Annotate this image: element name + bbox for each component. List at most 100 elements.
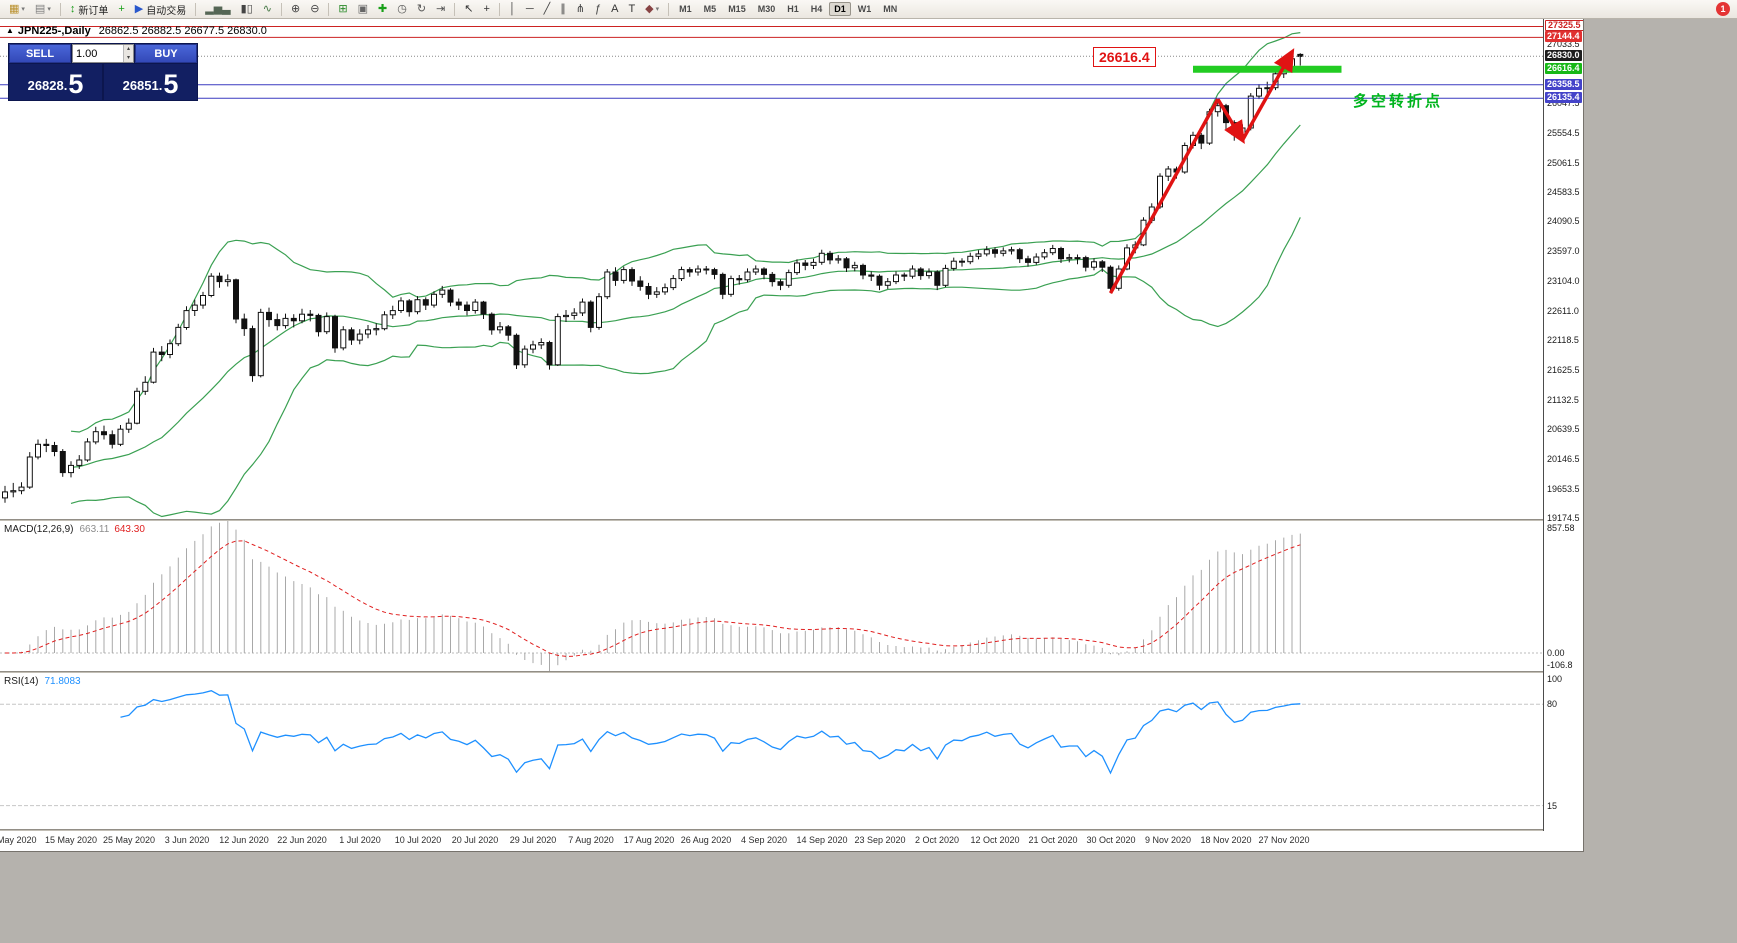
tile-windows-button[interactable]: ⊞	[334, 1, 351, 18]
zoom-out-icon: ⊖	[310, 2, 320, 15]
chart-candles-button[interactable]: ▮▯	[237, 1, 257, 18]
timeframe-D1[interactable]: D1	[829, 2, 851, 16]
arrows-shapes-icon: ◆	[645, 2, 654, 15]
toolbar-separator	[454, 2, 456, 16]
cascade-windows-button[interactable]: ▣	[354, 1, 372, 18]
new-order-icon: ↕	[69, 2, 76, 15]
andrews-pitchfork-button[interactable]: ⋔	[572, 1, 589, 18]
price-axis-label: 20639.5	[1547, 424, 1580, 434]
autotrading-icon: ▶	[134, 2, 144, 15]
new-order-button[interactable]: ↕ 新订单	[66, 1, 113, 18]
volume-increase-button[interactable]: ▴	[124, 45, 133, 54]
price-axis-badge: 27144.4	[1545, 31, 1582, 42]
arrows-shapes-dropdown-icon[interactable]: ▾	[655, 6, 660, 13]
timeframe-H4[interactable]: H4	[810, 4, 823, 14]
vertical-line-button[interactable]: │	[505, 1, 520, 18]
auto-scroll-icon: ↻	[416, 2, 427, 15]
indicator-axis-label: 100	[1547, 674, 1563, 684]
text-label-icon: T	[628, 2, 636, 15]
arrange-charts-button[interactable]: ✚	[374, 1, 391, 18]
date-axis[interactable]: 6 May 2020 15 May 2020 25 May 2020 3 Jun 20…	[0, 831, 1543, 851]
sell-price-display: 26828. 5	[9, 64, 102, 100]
rsi-indicator-label: RSI(14) 71.8083	[4, 676, 81, 687]
macd-pane[interactable]	[0, 521, 1543, 671]
macd-chart[interactable]	[0, 521, 1543, 671]
horizontal-line-icon: ─	[525, 2, 534, 15]
crosshair-button[interactable]: +	[480, 1, 494, 18]
timeframe-H1[interactable]: H1	[787, 4, 799, 14]
price-pane[interactable]: ▲ JPN225-,Daily 26862.5 26882.5 26677.5 26…	[0, 19, 1543, 519]
candlestick-chart[interactable]	[0, 19, 1543, 519]
buy-price-pip: 5	[163, 69, 179, 99]
chart-bars-button[interactable]: ▂▅▃	[201, 1, 234, 18]
price-axis-badge: 26616.4	[1545, 63, 1582, 74]
profiles-button[interactable]: ▤ ▾	[31, 1, 55, 18]
chart-bars-icon: ▂▅▃	[205, 2, 231, 15]
autotrading-button[interactable]: ▶ 自动交易	[131, 1, 190, 18]
arrows-shapes-button[interactable]: ◆ ▾	[641, 1, 663, 18]
text-button[interactable]: A	[607, 1, 622, 18]
equidistant-channel-button[interactable]: ∥	[556, 1, 570, 18]
toolbar-separator	[668, 2, 670, 16]
volume-input[interactable]	[73, 45, 124, 62]
vertical-line-icon: │	[508, 2, 516, 15]
pane-separator[interactable]	[0, 829, 1583, 831]
price-axis-badge: 26830.0	[1545, 50, 1582, 61]
timeframe-M5[interactable]: M5	[703, 4, 717, 14]
price-axis-badge: 26135.4	[1545, 92, 1582, 103]
timeframe-MN[interactable]: MN	[883, 4, 898, 14]
date-axis-label: 4 Sep 2020	[740, 835, 788, 845]
timeframe-M15[interactable]: M15	[728, 4, 746, 14]
date-axis-label: 25 May 2020	[102, 835, 156, 845]
new-chart-button[interactable]: ▦ ▾	[5, 1, 29, 18]
date-axis-label: 21 Oct 2020	[1028, 835, 1078, 845]
pane-separator[interactable]	[0, 671, 1583, 673]
horizontal-line-button[interactable]: ─	[522, 1, 538, 18]
price-axis-label: 23104.0	[1547, 276, 1580, 286]
volume-field: ▴ ▾	[72, 44, 134, 63]
date-axis-label: 12 Jun 2020	[219, 835, 269, 845]
date-axis-label: 30 Oct 2020	[1086, 835, 1136, 845]
indicator-axis-label: 80	[1547, 699, 1558, 709]
profiles-dropdown-icon[interactable]: ▾	[47, 6, 51, 13]
notification-badge[interactable]: 1	[1716, 2, 1730, 16]
chart-line-button[interactable]: ∿	[259, 1, 276, 18]
price-axis-label: 19174.5	[1547, 513, 1580, 523]
andrews-pitchfork-icon: ⋔	[575, 2, 585, 15]
sell-price-pip: 5	[68, 69, 84, 99]
new-order-label: 新订单	[78, 5, 109, 17]
chart-shift-button[interactable]: ⇥	[432, 1, 449, 18]
buy-button[interactable]: BUY	[135, 44, 197, 63]
period-sync-button[interactable]: ◷	[393, 1, 411, 18]
zoom-in-button[interactable]: ⊕	[287, 1, 304, 18]
cursor-button[interactable]: ↖	[460, 1, 477, 18]
new-chart-dropdown-icon[interactable]: ▾	[21, 6, 25, 13]
volume-decrease-button[interactable]: ▾	[124, 53, 133, 62]
price-axis-label: 23597.0	[1547, 246, 1580, 256]
text-label-button[interactable]: T	[624, 1, 639, 18]
one-click-collapse-icon[interactable]: ▲	[6, 26, 14, 35]
auto-scroll-button[interactable]: ↻	[413, 1, 430, 18]
timeframe-M1[interactable]: M1	[679, 4, 692, 14]
toolbar-separator	[498, 2, 500, 16]
indicators-button[interactable]: +	[114, 1, 128, 18]
pane-separator[interactable]	[0, 519, 1583, 521]
autotrading-label: 自动交易	[146, 5, 187, 17]
price-axis[interactable]: 27033.5 26047.5 25554.5 25061.5 24583.5 24090…	[1543, 19, 1583, 831]
price-axis-label: 22118.5	[1547, 335, 1579, 345]
chart-symbol-label: JPN225-,Daily	[17, 25, 91, 37]
date-axis-label: 27 Nov 2020	[1258, 835, 1310, 845]
cascade-windows-icon: ▣	[357, 2, 369, 15]
date-axis-label: 26 Aug 2020	[680, 835, 732, 845]
trendline-button[interactable]: ╱	[540, 1, 555, 18]
zoom-out-button[interactable]: ⊖	[306, 1, 323, 18]
fibonacci-button[interactable]: ƒ	[591, 1, 605, 18]
rsi-pane[interactable]	[0, 673, 1543, 829]
date-axis-label: 9 Nov 2020	[1144, 835, 1192, 845]
timeframe-M30[interactable]: M30	[757, 4, 776, 14]
rsi-chart[interactable]	[0, 673, 1543, 829]
price-axis-label: 22611.0	[1547, 306, 1579, 316]
timeframe-W1[interactable]: W1	[857, 4, 872, 14]
sell-button[interactable]: SELL	[9, 44, 71, 63]
